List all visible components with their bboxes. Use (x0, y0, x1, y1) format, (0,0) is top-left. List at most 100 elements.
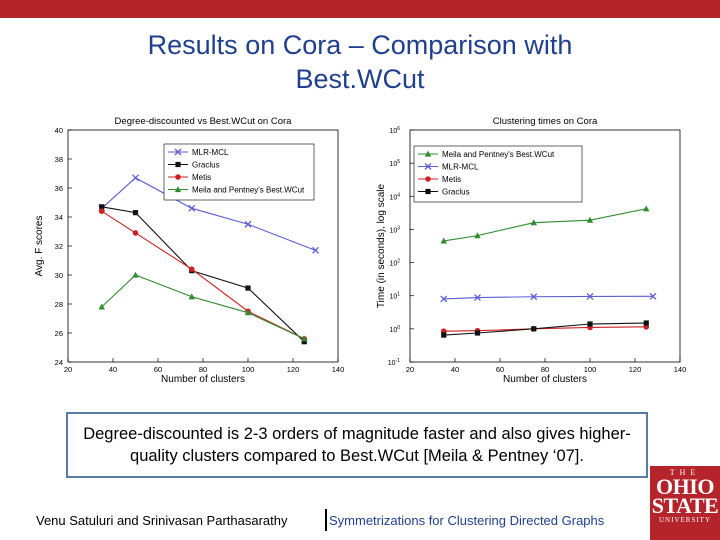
legend-marker (175, 174, 181, 180)
data-point (244, 220, 252, 228)
y-tick-label: 40 (55, 126, 63, 135)
data-point (474, 294, 481, 302)
x-tick-label: 100 (242, 365, 255, 374)
top-accent-bar (0, 0, 720, 18)
data-point (132, 230, 139, 236)
y-tick-label: 24 (55, 358, 63, 367)
data-point (312, 246, 319, 254)
data-point (643, 205, 650, 212)
slide-title-line-2: Best.WCut (295, 64, 425, 94)
legend-marker (425, 188, 431, 195)
data-point (587, 321, 593, 327)
y-tick-label: 105 (389, 159, 400, 168)
f-score-chart: Degree-discounted vs Best.WCut on Cora 20… (34, 116, 345, 385)
x-tick-label: 140 (332, 365, 345, 374)
logo-line-2: STATE (651, 493, 719, 518)
legend-label: Metis (192, 173, 211, 182)
data-point (301, 335, 308, 342)
data-point (440, 295, 448, 303)
y-tick-label: 100 (389, 325, 400, 334)
data-point (188, 266, 195, 272)
x-tick-label: 40 (451, 365, 459, 374)
legend-marker (424, 163, 432, 170)
legend-box (413, 145, 583, 203)
data-point (441, 332, 447, 338)
y-tick-label: 101 (389, 292, 400, 301)
x-axis-label: Number of clusters (503, 374, 587, 385)
y-tick-label: 103 (389, 225, 400, 234)
data-point (530, 219, 537, 226)
x-tick-label: 140 (674, 365, 687, 374)
legend-label: MLR-MCL (442, 163, 479, 172)
data-point (440, 237, 447, 244)
data-point (132, 174, 139, 182)
data-point (132, 210, 139, 216)
data-point (188, 293, 195, 300)
x-tick-label: 40 (109, 365, 117, 374)
y-tick-label: 26 (55, 329, 63, 338)
y-tick-label: 36 (55, 184, 63, 193)
y-tick-label: 10-1 (388, 358, 400, 367)
data-point (586, 216, 594, 223)
y-tick-label: 38 (55, 155, 63, 164)
data-point (98, 303, 105, 310)
data-point (132, 271, 139, 278)
slide-title: Results on Cora – Comparison with Best.W… (60, 28, 660, 96)
data-point (244, 309, 252, 316)
slide-title-line-1: Results on Cora – Comparison with (147, 30, 573, 60)
legend-marker (425, 176, 431, 182)
y-tick-label: 104 (389, 192, 400, 201)
logo-line-1: OHIO (656, 474, 714, 499)
data-point (531, 326, 537, 332)
data-point (98, 208, 105, 214)
footer-talk-title: Symmetrizations for Clustering Directed … (329, 513, 605, 528)
y-axis-label: Avg. F scores (34, 216, 45, 277)
x-tick-label: 60 (496, 365, 504, 374)
legend-label: Meila and Pentney's Best.WCut (442, 150, 555, 159)
data-point (474, 330, 481, 336)
footer-separator (325, 509, 327, 531)
legend-label: MLR-MCL (192, 148, 229, 157)
data-point (649, 292, 657, 300)
clustering-time-chart: Clustering times on Cora 20 40 60 80 100 120 14… (376, 116, 687, 385)
legend-label: Metis (442, 175, 461, 184)
data-point (586, 292, 594, 300)
data-point (643, 320, 649, 326)
data-point (188, 204, 196, 212)
legend-label: Graclus (442, 188, 470, 197)
x-tick-label: 20 (406, 365, 414, 374)
y-tick-label: 32 (55, 242, 63, 251)
y-tick-label: 30 (55, 271, 63, 280)
data-point (245, 285, 251, 291)
logo-the: THE (669, 468, 701, 477)
x-tick-label: 120 (629, 365, 642, 374)
x-tick-label: 80 (541, 365, 549, 374)
y-tick-label: 102 (389, 259, 400, 268)
legend-marker (174, 186, 182, 193)
ohio-state-logo: THE OHIO STATE UNIVERSITY (650, 466, 720, 540)
x-tick-label: 20 (64, 365, 72, 374)
x-tick-label: 60 (154, 365, 162, 374)
legend-marker (424, 150, 432, 157)
legend-label: Graclus (192, 161, 220, 170)
legend-label: Meila and Pentney's Best.WCut (192, 186, 305, 195)
callout-box: Degree-discounted is 2-3 orders of magni… (66, 412, 648, 478)
x-tick-label: 100 (584, 365, 597, 374)
y-axis-label: Time (in seconds), log scale (376, 184, 387, 309)
y-tick-label: 34 (55, 213, 63, 222)
data-point (474, 232, 481, 239)
x-tick-label: 80 (199, 365, 207, 374)
legend-marker (174, 148, 182, 156)
chart-title: Degree-discounted vs Best.WCut on Cora (115, 116, 293, 127)
legend-marker (175, 161, 181, 168)
x-tick-label: 120 (287, 365, 300, 374)
data-point (301, 339, 307, 345)
data-point (530, 293, 538, 301)
y-tick-label: 106 (389, 126, 400, 135)
logo-university: UNIVERSITY (659, 516, 711, 524)
data-point (99, 204, 105, 210)
y-tick-label: 28 (55, 300, 63, 309)
chart-title: Clustering times on Cora (493, 116, 598, 127)
x-axis-label: Number of clusters (161, 374, 245, 385)
footer-author: Venu Satuluri and Srinivasan Parthasarat… (36, 513, 288, 528)
